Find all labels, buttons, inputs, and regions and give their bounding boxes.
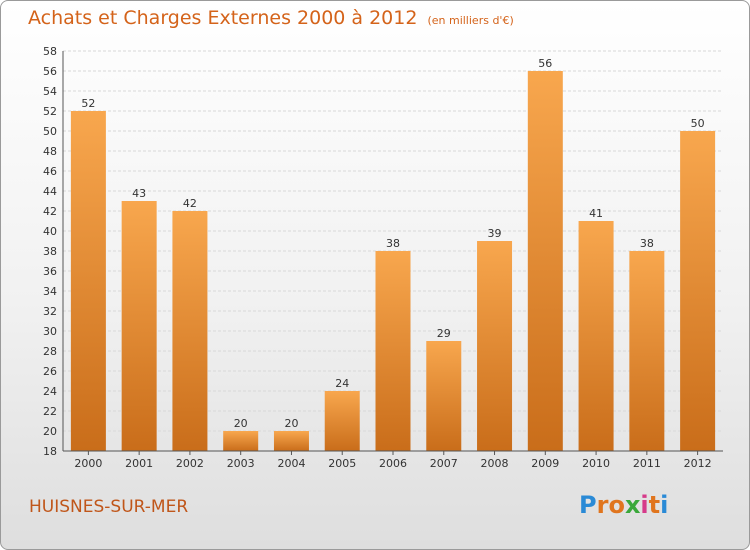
- bar-value-label: 50: [691, 117, 705, 130]
- chart-title-text: Achats et Charges Externes 2000 à 2012: [28, 7, 418, 29]
- y-tick-label: 30: [43, 325, 57, 338]
- y-tick-label: 54: [43, 85, 57, 98]
- logo-letter: i: [660, 491, 669, 519]
- bar-value-label: 20: [234, 417, 248, 430]
- y-tick-label: 46: [43, 165, 57, 178]
- y-tick-label: 44: [43, 185, 57, 198]
- y-tick-label: 56: [43, 65, 57, 78]
- x-tick-label: 2002: [176, 457, 204, 470]
- y-tick-label: 48: [43, 145, 57, 158]
- bar-value-label: 39: [488, 227, 502, 240]
- bar: [629, 251, 665, 451]
- commune-name: HUISNES-SUR-MER: [29, 497, 189, 517]
- y-tick-label: 20: [43, 425, 57, 438]
- x-tick-label: 2004: [277, 457, 305, 470]
- y-tick-label: 34: [43, 285, 57, 298]
- bar: [375, 251, 411, 451]
- y-tick-label: 50: [43, 125, 57, 138]
- bar: [273, 431, 309, 451]
- x-tick-label: 2012: [684, 457, 712, 470]
- bar: [172, 211, 208, 451]
- x-tick-label: 2001: [125, 457, 153, 470]
- proxiti-logo: Proxiti: [579, 491, 668, 519]
- chart-unit: (en milliers d'€): [427, 14, 514, 27]
- bar: [578, 221, 614, 451]
- x-tick-label: 2005: [328, 457, 356, 470]
- x-tick-label: 2011: [633, 457, 661, 470]
- logo-letter: r: [596, 491, 609, 519]
- bar: [477, 241, 513, 451]
- chart-title: Achats et Charges Externes 2000 à 2012 (e…: [28, 7, 514, 29]
- y-tick-label: 22: [43, 405, 57, 418]
- x-tick-label: 2008: [481, 457, 509, 470]
- y-tick-label: 58: [43, 45, 57, 58]
- y-tick-label: 32: [43, 305, 57, 318]
- bar-value-label: 20: [284, 417, 298, 430]
- x-tick-label: 2003: [227, 457, 255, 470]
- bar-value-label: 56: [538, 57, 552, 70]
- bar-value-label: 29: [437, 327, 451, 340]
- bar-value-label: 42: [183, 197, 197, 210]
- x-tick-label: 2007: [430, 457, 458, 470]
- bar: [121, 201, 157, 451]
- bar-value-label: 41: [589, 207, 603, 220]
- y-tick-label: 40: [43, 225, 57, 238]
- logo-letter: o: [608, 491, 625, 519]
- bar: [527, 71, 563, 451]
- logo-letter: t: [648, 491, 661, 519]
- bar-value-label: 38: [640, 237, 654, 250]
- y-tick-label: 42: [43, 205, 57, 218]
- bar: [426, 341, 462, 451]
- bar: [70, 111, 106, 451]
- x-tick-label: 2006: [379, 457, 407, 470]
- y-tick-label: 18: [43, 445, 57, 458]
- y-tick-label: 28: [43, 345, 57, 358]
- bar: [680, 131, 716, 451]
- logo-letter: P: [579, 491, 597, 519]
- bar: [324, 391, 360, 451]
- bar-value-label: 24: [335, 377, 349, 390]
- x-tick-label: 2009: [531, 457, 559, 470]
- x-tick-label: 2000: [74, 457, 102, 470]
- bar-value-label: 38: [386, 237, 400, 250]
- y-tick-label: 52: [43, 105, 57, 118]
- bar-value-label: 43: [132, 187, 146, 200]
- bar-value-label: 52: [81, 97, 95, 110]
- y-tick-label: 36: [43, 265, 57, 278]
- y-tick-label: 26: [43, 365, 57, 378]
- y-tick-label: 24: [43, 385, 57, 398]
- logo-letter: i: [640, 491, 649, 519]
- x-tick-label: 2010: [582, 457, 610, 470]
- logo-letter: x: [624, 491, 641, 519]
- bar: [223, 431, 259, 451]
- y-tick-label: 38: [43, 245, 57, 258]
